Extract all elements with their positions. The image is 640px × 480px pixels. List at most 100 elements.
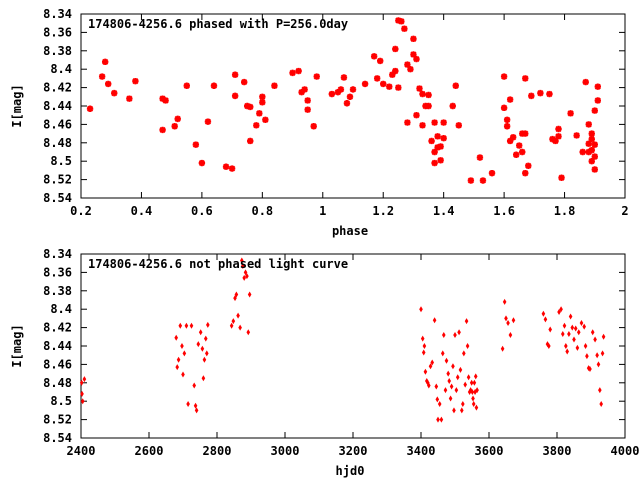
phased-data-point bbox=[588, 135, 595, 143]
phased-data-point bbox=[295, 67, 302, 75]
unphased-panel: 2400 2600 2800 3000 3200 3400 3600 3800 4000 8.34… bbox=[10, 247, 639, 478]
unphased-data-point bbox=[449, 383, 454, 390]
phased-data-point bbox=[301, 86, 308, 93]
phased-data-point bbox=[522, 169, 529, 177]
unphased-data-point bbox=[470, 389, 475, 395]
phased-plot-title: 174806-4256.6 phased with P=256.0day bbox=[88, 17, 348, 31]
phased-data-point bbox=[162, 97, 169, 104]
unphased-data-point bbox=[189, 322, 194, 329]
unphased-data-point bbox=[182, 350, 187, 357]
unphased-data-point bbox=[422, 343, 427, 349]
unphased-data-point bbox=[562, 322, 567, 329]
unphased-data-point bbox=[454, 387, 459, 394]
unphased-data-point bbox=[435, 396, 440, 403]
unphased-data-point bbox=[178, 322, 183, 329]
phased-data-point bbox=[425, 91, 432, 99]
phased-data-point bbox=[476, 154, 484, 161]
phased-data-point bbox=[591, 153, 598, 160]
unphased-data-point bbox=[458, 366, 463, 373]
unphased-data-point bbox=[475, 387, 479, 394]
phased-data-point bbox=[247, 103, 254, 111]
phased-data-point bbox=[241, 78, 248, 86]
unphased-data-point bbox=[234, 291, 239, 298]
phased-data-point bbox=[440, 135, 447, 142]
unphased-data-point bbox=[467, 389, 472, 395]
unphased-data-point bbox=[601, 333, 606, 340]
phased-x-tick-label: 1.2 bbox=[372, 204, 394, 218]
phased-data-point bbox=[558, 174, 565, 181]
unphased-data-point bbox=[439, 416, 444, 423]
unphased-data-point bbox=[579, 320, 584, 326]
unphased-data-point bbox=[176, 356, 181, 363]
phased-data-point bbox=[467, 177, 475, 184]
phased-data-point bbox=[304, 97, 311, 104]
unphased-data-point bbox=[203, 335, 208, 342]
phased-x-axis-label: phase bbox=[332, 224, 368, 238]
phased-data-point bbox=[594, 97, 601, 104]
unphased-data-point bbox=[506, 320, 510, 326]
phased-data-point bbox=[231, 71, 239, 78]
unphased-data-point bbox=[455, 374, 460, 381]
phased-y-axis-label: I[mag] bbox=[10, 84, 24, 127]
unphased-data-point bbox=[181, 371, 185, 378]
phased-data-point bbox=[503, 116, 511, 123]
phased-data-point bbox=[585, 140, 592, 147]
phased-data-point bbox=[247, 137, 254, 145]
unphased-data-point bbox=[473, 373, 478, 380]
phased-data-point bbox=[500, 104, 508, 112]
unphased-data-point bbox=[582, 323, 586, 330]
unphased-plot-frame bbox=[80, 253, 626, 439]
unphased-data-point bbox=[201, 375, 206, 382]
phased-y-tick-label: 8.38 bbox=[43, 44, 72, 58]
unphased-data-point bbox=[572, 336, 576, 343]
phased-x-tick-label: 1.4 bbox=[433, 204, 455, 218]
phased-data-point bbox=[528, 92, 535, 100]
unphased-y-tick-label: 8.34 bbox=[43, 247, 72, 261]
unphased-data-point bbox=[471, 395, 475, 402]
phased-data-point bbox=[509, 134, 517, 141]
unphased-data-point bbox=[593, 336, 597, 343]
unphased-y-tick-label: 8.38 bbox=[43, 284, 72, 298]
phased-data-point bbox=[513, 151, 520, 158]
unphased-x-axis-label: hjd0 bbox=[336, 464, 365, 478]
phased-data-point bbox=[101, 58, 109, 66]
unphased-data-point bbox=[180, 343, 184, 349]
unphased-data-point bbox=[245, 273, 249, 280]
unphased-data-point bbox=[241, 262, 245, 269]
phased-data-point bbox=[192, 141, 200, 148]
phased-data-point bbox=[522, 130, 529, 137]
phased-data-point bbox=[555, 133, 562, 140]
unphased-data-point bbox=[198, 329, 203, 336]
unphased-data-point bbox=[588, 366, 592, 372]
unphased-data-point bbox=[423, 368, 428, 375]
unphased-data-point bbox=[196, 341, 201, 348]
phased-data-point bbox=[434, 133, 441, 140]
phased-data-point bbox=[573, 132, 580, 139]
phased-data-point bbox=[416, 85, 423, 92]
unphased-y-tick-label: 8.52 bbox=[43, 413, 72, 427]
unphased-data-point bbox=[428, 363, 433, 370]
unphased-data-point bbox=[560, 331, 565, 338]
unphased-data-point bbox=[200, 345, 205, 352]
phased-data-point bbox=[298, 89, 305, 96]
phased-y-tick-label: 8.5 bbox=[50, 154, 72, 168]
unphased-data-point bbox=[247, 291, 252, 298]
unphased-data-point bbox=[568, 313, 573, 320]
unphased-data-point bbox=[471, 400, 476, 407]
phased-data-point bbox=[437, 157, 444, 164]
phased-x-tick-label: 0.4 bbox=[131, 204, 153, 218]
phased-data-point bbox=[346, 93, 354, 100]
unphased-data-point bbox=[573, 325, 578, 332]
unphased-data-point bbox=[508, 331, 513, 338]
phased-x-tick-label: 2 bbox=[621, 204, 628, 218]
phased-data-point bbox=[537, 89, 544, 97]
phased-data-point bbox=[392, 45, 399, 53]
phased-data-point bbox=[253, 122, 260, 129]
phased-data-point bbox=[349, 86, 357, 93]
unphased-y-tick-label: 8.42 bbox=[43, 321, 72, 335]
phased-x-tick-label: 0.2 bbox=[70, 204, 92, 218]
unphased-data-point bbox=[246, 329, 251, 336]
unphased-data-point bbox=[472, 379, 477, 386]
phased-data-point bbox=[111, 89, 118, 97]
phased-panel: 0.2 0.4 0.6 0.8 1 1.2 1.4 1.6 1.8 2 8.34 8.36 8.38 8.… bbox=[10, 7, 629, 238]
